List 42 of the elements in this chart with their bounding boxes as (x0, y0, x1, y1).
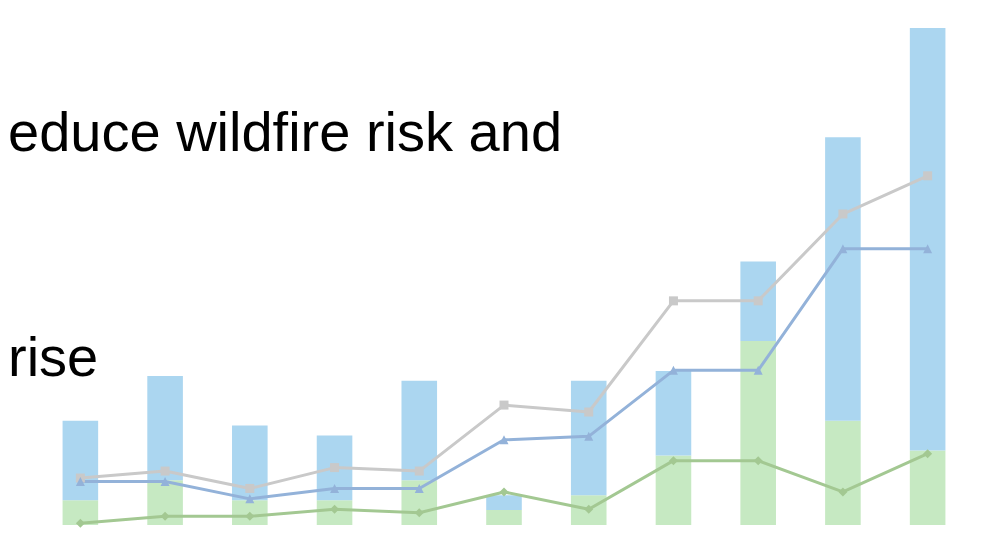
bar (486, 510, 522, 525)
point (584, 431, 594, 441)
point (923, 449, 933, 459)
point (923, 244, 933, 254)
point (838, 244, 848, 254)
point (245, 483, 255, 493)
point (75, 477, 85, 486)
point (753, 296, 763, 306)
bar (486, 495, 522, 511)
bar (655, 370, 692, 456)
point (414, 483, 424, 493)
point (75, 518, 85, 528)
point (668, 296, 678, 306)
point (923, 171, 933, 181)
bar (825, 137, 861, 421)
bar (825, 420, 861, 525)
point (160, 466, 170, 476)
bar (62, 420, 99, 501)
bar (740, 261, 776, 342)
point (668, 456, 678, 466)
annotation: educe wildfire risk and (8, 99, 563, 163)
point (838, 487, 848, 497)
point (499, 435, 509, 445)
point (584, 407, 594, 417)
bar (62, 500, 99, 525)
point (330, 483, 340, 493)
bar (570, 380, 607, 496)
point (414, 466, 424, 476)
annotation: rise (8, 324, 99, 388)
point (499, 400, 509, 410)
point (499, 487, 509, 497)
bar (909, 450, 946, 525)
bar (740, 341, 776, 525)
bar (232, 425, 268, 501)
bar (147, 375, 183, 481)
point (330, 463, 340, 473)
point (160, 477, 170, 486)
bar (401, 380, 438, 481)
point (838, 209, 848, 219)
point (753, 365, 763, 375)
bar (909, 28, 946, 451)
bar (655, 455, 692, 525)
